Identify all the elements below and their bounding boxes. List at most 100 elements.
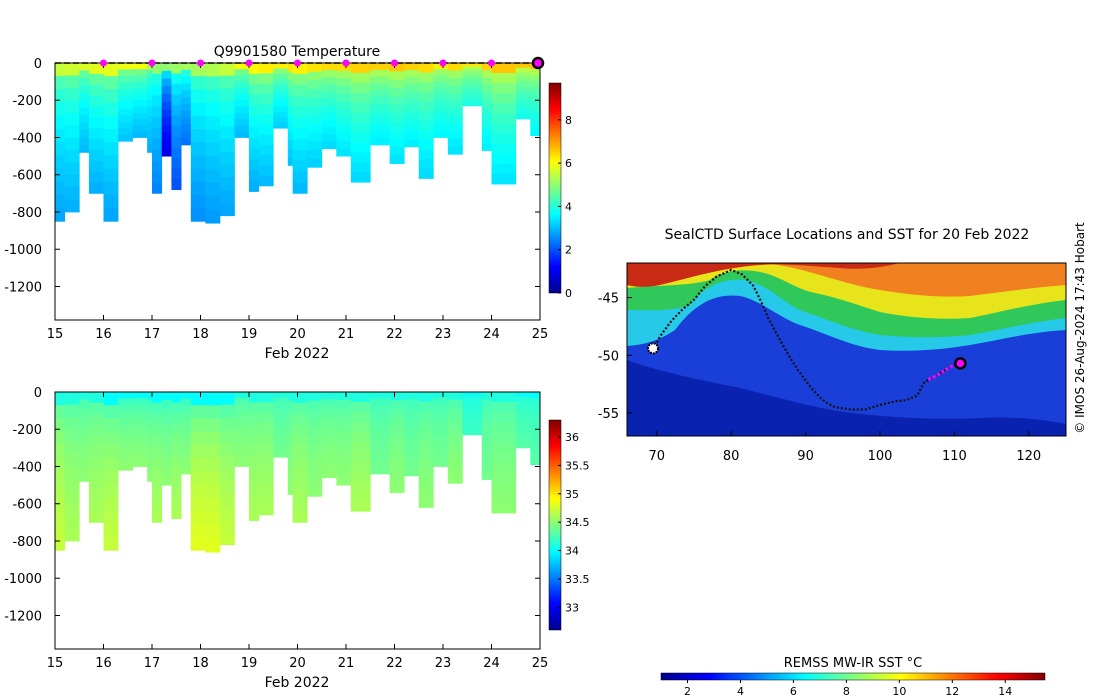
profile-cell <box>181 439 192 448</box>
profile-cell <box>219 455 235 469</box>
profile-cell <box>292 149 308 162</box>
profile-cell <box>307 487 323 497</box>
profile-cell <box>234 81 250 89</box>
profile-cell <box>181 467 192 475</box>
profile-cell <box>273 73 289 80</box>
sst-colorbar-tick-label: 10 <box>892 685 906 698</box>
profile-cell <box>447 78 463 87</box>
profile-cell <box>491 462 517 474</box>
x-tick-label: 17 <box>144 327 161 342</box>
profile-cell <box>321 392 337 400</box>
profile-cell <box>447 422 463 431</box>
profile-cell <box>447 139 463 148</box>
sst-colorbar-tick-label: 14 <box>998 685 1012 698</box>
profile-cell <box>234 87 250 95</box>
profile-cell <box>152 424 163 436</box>
profile-cell <box>64 478 80 492</box>
profile-cell <box>88 84 104 96</box>
profile-cell <box>88 413 104 425</box>
profile-cell <box>171 465 182 477</box>
profile-cell <box>161 423 172 432</box>
profile-cell <box>336 430 352 439</box>
profile-cell <box>321 441 337 450</box>
profile-cell <box>205 525 221 540</box>
profile-cell <box>370 63 391 71</box>
y-tick-label: -800 <box>12 206 42 221</box>
profile-cell <box>307 409 323 419</box>
profile-cell <box>292 128 308 140</box>
profile-cell <box>205 432 221 446</box>
profile-cell <box>307 106 323 116</box>
profile-cell <box>370 398 391 407</box>
profile-cell <box>530 416 540 423</box>
profile-cell <box>292 468 308 480</box>
profile-cell <box>530 458 540 466</box>
profile-cell <box>234 410 250 418</box>
profile-cell <box>205 103 221 117</box>
profile-cell <box>79 85 90 94</box>
profile-cell <box>370 405 391 413</box>
profile-cell <box>530 129 540 137</box>
profile-cell <box>530 452 540 459</box>
profile-cell <box>171 168 182 180</box>
profile-cell <box>181 446 192 454</box>
profile-cell <box>161 78 172 87</box>
profile-cell <box>55 392 66 406</box>
profile-cell <box>205 392 221 406</box>
profile-cell <box>190 457 206 472</box>
profile-cell <box>336 132 352 141</box>
profile-cell <box>234 441 250 449</box>
profile-cell <box>273 451 289 458</box>
profile-cell <box>55 102 66 117</box>
surface-marker <box>197 59 204 67</box>
profile-cell <box>462 416 483 421</box>
lon-tick-label: 80 <box>723 449 740 464</box>
profile-cell <box>234 429 250 436</box>
sst-colorbar-tick-label: 12 <box>945 685 959 698</box>
profile-cell <box>404 433 420 442</box>
profile-cell <box>462 406 483 411</box>
profile-cell <box>79 392 90 400</box>
profile-cell <box>118 63 133 70</box>
lat-tick-label: -55 <box>598 407 619 422</box>
profile-cell <box>336 438 352 447</box>
lon-tick-label: 70 <box>648 449 665 464</box>
profile-cell <box>147 137 153 146</box>
profile-cell <box>147 392 153 400</box>
profile-cell <box>190 497 206 512</box>
profile-cell <box>190 208 206 222</box>
profile-cell <box>462 95 483 100</box>
profile-cell <box>462 431 483 436</box>
profile-cell <box>287 434 294 444</box>
profile-cell <box>515 109 531 115</box>
profile-cell <box>190 431 206 446</box>
profile-cell <box>447 146 463 155</box>
profile-cell <box>249 434 260 446</box>
profile-cell <box>152 468 163 480</box>
profile-cell <box>287 417 294 427</box>
profile-cell <box>55 89 66 103</box>
profile-cell <box>88 446 104 458</box>
profile-cell <box>79 473 90 482</box>
profile-cell <box>88 402 104 415</box>
profile-cell <box>350 142 371 153</box>
profile-cell <box>132 94 148 101</box>
profile-cell <box>205 445 221 460</box>
profile-cell <box>249 116 260 128</box>
temperature-colorbar <box>548 82 562 294</box>
profile-cell <box>389 113 405 123</box>
profile-cell <box>287 485 294 495</box>
profile-cell <box>389 450 405 460</box>
profile-cell <box>205 63 221 77</box>
profile-cell <box>515 438 531 444</box>
profile-cell <box>234 100 250 107</box>
profile-cell <box>152 106 163 118</box>
x-tick-label: 20 <box>289 656 306 671</box>
profile-cell <box>447 70 463 79</box>
profile-cell <box>132 75 148 83</box>
profile-cell <box>292 489 308 502</box>
profile-cell <box>462 63 483 67</box>
profile-cell <box>481 92 492 100</box>
profile-cell <box>118 424 133 432</box>
profile-cell <box>147 466 153 475</box>
